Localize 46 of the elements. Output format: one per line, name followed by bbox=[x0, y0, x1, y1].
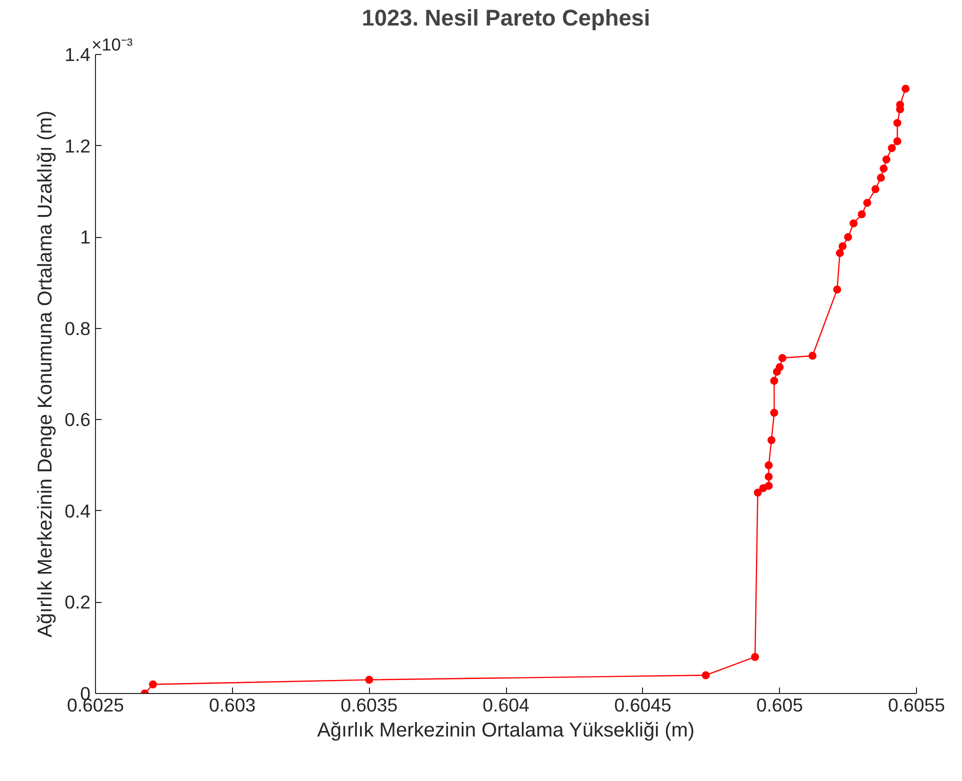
y-tick-label: 1.2 bbox=[64, 135, 91, 156]
point bbox=[880, 164, 888, 173]
point bbox=[702, 671, 710, 680]
point bbox=[767, 436, 776, 444]
y-tick-label: 0.2 bbox=[64, 592, 91, 613]
point bbox=[902, 84, 910, 93]
y-tick-label: 0.6 bbox=[64, 409, 91, 430]
point bbox=[882, 155, 890, 164]
point bbox=[764, 482, 773, 490]
x-tick-label: 0.6045 bbox=[614, 694, 672, 716]
point bbox=[764, 461, 773, 470]
point bbox=[365, 676, 374, 684]
y-tick-label: 1.4 bbox=[64, 44, 91, 65]
point bbox=[833, 286, 842, 294]
x-tick-label: 0.604 bbox=[482, 694, 530, 716]
point bbox=[148, 680, 157, 688]
point bbox=[871, 185, 880, 194]
point bbox=[751, 652, 760, 661]
y-tick-label: 1 bbox=[80, 226, 91, 248]
point bbox=[808, 352, 817, 360]
point bbox=[876, 174, 885, 182]
x-tick-label: 0.6055 bbox=[888, 694, 946, 716]
x-tick-label: 0.6035 bbox=[340, 694, 398, 716]
point bbox=[893, 137, 902, 146]
annotation: ×10⁻³ bbox=[92, 34, 133, 54]
point bbox=[836, 249, 844, 258]
point bbox=[776, 363, 784, 372]
point bbox=[764, 472, 773, 481]
x-tick-label: 0.605 bbox=[756, 694, 804, 716]
y-tick-label: 0.8 bbox=[64, 318, 91, 339]
point bbox=[754, 488, 762, 497]
point bbox=[893, 118, 902, 127]
point bbox=[850, 219, 858, 228]
point bbox=[770, 376, 778, 385]
point bbox=[844, 233, 852, 242]
y-tick-label: 0.4 bbox=[64, 500, 91, 522]
x-axis-title: Ağırlık Merkezinin Ortalama Yüksekliği (m) bbox=[317, 720, 695, 742]
point bbox=[858, 210, 866, 218]
point bbox=[770, 408, 778, 417]
y-axis-title: Ağırlık Merkezinin Denge Konumuna Ortalama Uzaklığı (m) bbox=[34, 110, 57, 638]
x-tick-label: 0.603 bbox=[208, 694, 256, 716]
point bbox=[838, 242, 847, 250]
chart-title: 1023. Nesil Pareto Cephesi bbox=[362, 4, 650, 30]
point bbox=[888, 144, 896, 152]
point bbox=[778, 354, 786, 362]
point bbox=[863, 198, 872, 207]
